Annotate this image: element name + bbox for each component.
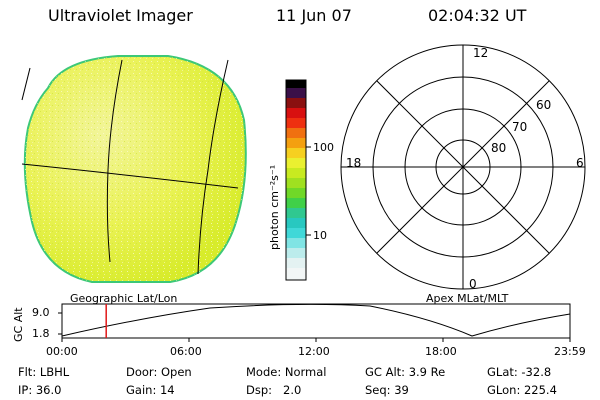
mlt-label-6: 6 <box>576 156 584 170</box>
info-seq: Seq: 39 <box>365 383 409 397</box>
geo-grid-lines <box>21 59 239 275</box>
info-flt: Flt: LBHL <box>18 365 70 379</box>
info-door: Door: Open <box>126 365 192 379</box>
timeline-xtick: 23:59 <box>554 345 586 358</box>
colorbar-unit-label: photon cm⁻²s⁻¹ <box>268 164 281 250</box>
colorbar-tick-100: 100 <box>313 141 334 154</box>
mlat-label-70: 70 <box>512 120 528 134</box>
mlt-label-18: 18 <box>346 156 362 170</box>
mlt-label-12: 12 <box>473 46 489 60</box>
mlat-label-80: 80 <box>491 141 507 155</box>
caption-apex: Apex MLat/MLT <box>426 292 509 305</box>
info-gc-alt: GC Alt: 3.9 Re <box>365 365 446 379</box>
timeline-xtick: 06:00 <box>170 345 202 358</box>
timeline-xtick: 00:00 <box>46 345 78 358</box>
timeline-xtick: 18:00 <box>425 345 457 358</box>
colorbar <box>285 79 311 281</box>
timeline-xtick: 12:00 <box>298 345 330 358</box>
timeline-ytick-top: 9.0 <box>32 306 50 319</box>
timeline-ylabel: GC Alt <box>12 307 25 342</box>
colorbar-tick-10: 10 <box>313 229 327 242</box>
info-dsp: Dsp: 2.0 <box>246 383 302 397</box>
mlt-label-0: 0 <box>469 277 477 291</box>
info-gain: Gain: 14 <box>126 383 175 397</box>
mlat-label-60: 60 <box>536 98 552 112</box>
info-glon: GLon: 225.4 <box>487 383 557 397</box>
header-time: 02:04:32 UT <box>428 6 527 25</box>
info-mode: Mode: Normal <box>246 365 327 379</box>
info-ip: IP: 36.0 <box>18 383 62 397</box>
header-date: 11 Jun 07 <box>276 6 352 25</box>
timeline-plot <box>58 303 571 342</box>
polar-plot <box>340 44 586 290</box>
info-glat: GLat: -32.8 <box>487 365 552 379</box>
caption-geographic: Geographic Lat/Lon <box>70 292 178 305</box>
altitude-curve <box>61 303 571 337</box>
app-title: Ultraviolet Imager <box>48 6 193 25</box>
timeline-ytick-bottom: 1.8 <box>32 327 50 340</box>
